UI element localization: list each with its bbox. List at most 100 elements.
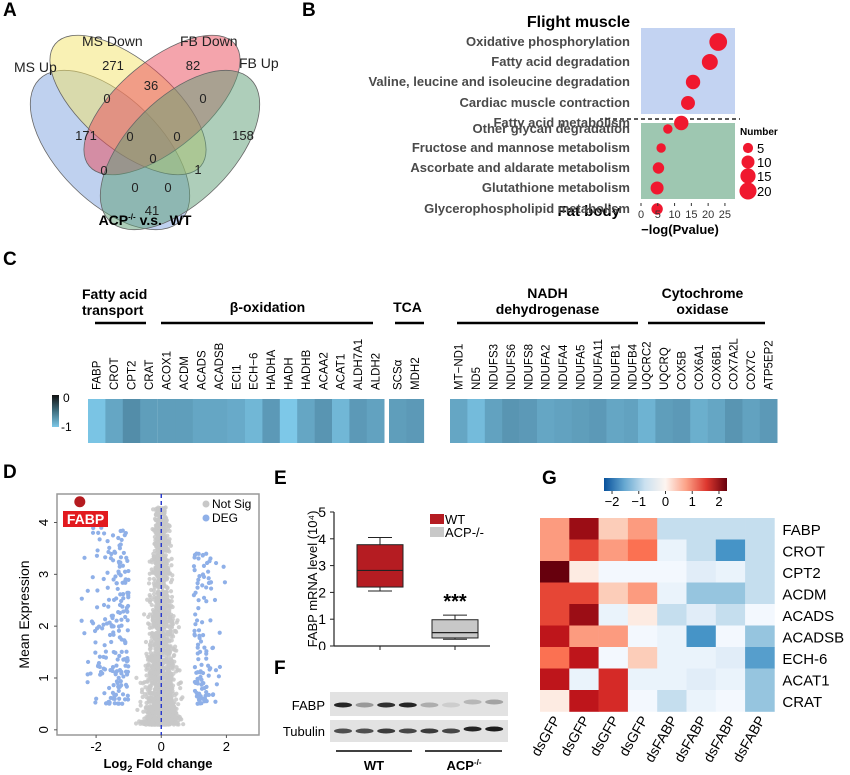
deg-point [116, 624, 122, 629]
deg-point [103, 649, 108, 654]
deg-point [112, 693, 118, 698]
size-legend-label: 20 [757, 184, 771, 199]
heatmap-cell [686, 690, 717, 712]
not-sig-point [177, 680, 183, 686]
deg-point [116, 535, 121, 541]
not-sig-point [163, 537, 168, 542]
deg-point [125, 697, 131, 702]
heatmap-cell [540, 539, 570, 562]
heatmap-cell [105, 399, 124, 443]
heatmap-cell [569, 518, 599, 540]
deg-point [118, 573, 123, 578]
gene-label: ND5 [471, 367, 483, 390]
not-sig-point [144, 667, 149, 672]
deg-point [109, 639, 114, 645]
knockdown-heatmap: FABP CROT CPT2 ACDM ACADS ACADSB ECH-6 ACAT1 CRA… [530, 478, 844, 765]
western-blot: FABP Tubulin WT ACP-/- [283, 692, 508, 773]
deg-point [117, 684, 122, 689]
deg-point [217, 664, 223, 670]
not-sig-point [161, 511, 166, 516]
deg-point [192, 632, 197, 637]
deg-point [192, 688, 198, 694]
y-tick-label: 2 [318, 584, 326, 600]
deg-point [115, 657, 120, 662]
blot-band [334, 728, 352, 734]
enrichment-term-label: Oxidative phosphorylation [466, 34, 630, 49]
plot-frame [56, 493, 260, 736]
deg-point [117, 561, 122, 566]
not-sig-point [166, 699, 171, 704]
not-sig-point [156, 593, 161, 598]
not-sig-point [154, 633, 159, 638]
deg-point [198, 674, 203, 680]
deg-point [116, 569, 121, 574]
deg-point [85, 672, 90, 677]
heatmap-row-label: ACDM [782, 586, 826, 603]
deg-point [213, 668, 219, 673]
not-sig-point [167, 571, 173, 576]
not-sig-point [162, 591, 167, 596]
deg-point [193, 612, 198, 617]
not-sig-point [169, 563, 174, 568]
heatmap-cell [627, 539, 658, 562]
not-sig-points [133, 505, 186, 727]
deg-point [196, 628, 202, 633]
deg-point [194, 670, 199, 675]
not-sig-point [168, 543, 174, 548]
heatmap-cell [624, 399, 642, 443]
deg-point [207, 559, 212, 564]
deg-point [117, 564, 122, 569]
size-legend-title: Number [740, 127, 778, 138]
venn-region-count: 0 [173, 129, 180, 144]
deg-point [94, 553, 100, 558]
not-sig-point [155, 529, 160, 535]
not-sig-point [174, 665, 179, 670]
blot-band [398, 702, 417, 708]
colorbar-max-label: 0 [63, 391, 70, 405]
enrichment-dot [652, 162, 665, 174]
deg-point [113, 650, 118, 655]
y-tick-label: 3 [36, 571, 51, 578]
deg-point [205, 569, 211, 574]
deg-point [204, 585, 209, 590]
heatmap-cell [745, 582, 775, 605]
deg-point [212, 597, 218, 603]
not-sig-point [173, 628, 178, 634]
venn-region-count: 271 [102, 58, 124, 73]
deg-point [196, 657, 201, 662]
deg-point [124, 659, 130, 664]
deg-point [102, 667, 108, 672]
heatmap-cell [715, 625, 746, 648]
blot-band [398, 728, 417, 734]
deg-point [206, 576, 211, 581]
fabp-label-box [63, 511, 108, 527]
deg-point [200, 696, 205, 701]
not-sig-point [167, 625, 172, 630]
not-sig-point [161, 608, 167, 613]
deg-point [198, 639, 204, 644]
not-sig-point [160, 700, 165, 705]
blot-band [377, 728, 396, 734]
deg-point [193, 622, 198, 627]
deg-point [204, 551, 209, 556]
colorbar-tick-label: 2 [715, 494, 722, 509]
gene-label: CROT [109, 357, 121, 390]
heatmap-cell [192, 399, 211, 443]
gene-label: NDUFA2 [541, 345, 553, 390]
venn-region-count: 0 [126, 129, 133, 144]
deg-point [202, 685, 207, 691]
blot-band [442, 728, 460, 734]
y-axis-label: FABP mRNA level (10⁴) [305, 511, 320, 648]
box [431, 619, 479, 639]
not-sig-point [165, 638, 170, 643]
heatmap-cell [690, 399, 708, 443]
not-sig-point [165, 705, 170, 711]
pathway-heatmap: FABP CROT CPT2 CRAT ACOX1 ACDM ACADS ACADSB ECI1… [52, 321, 778, 443]
gene-label: ACAT1 [336, 354, 348, 390]
x-axis-label: Log2 Fold change [103, 756, 212, 774]
heatmap-cell [537, 399, 555, 443]
gene-label: ACOX1 [162, 351, 174, 390]
gene-label: COX6A1 [694, 345, 706, 390]
heatmap-row-label: CPT2 [782, 565, 820, 582]
heatmap-cell [686, 647, 717, 669]
